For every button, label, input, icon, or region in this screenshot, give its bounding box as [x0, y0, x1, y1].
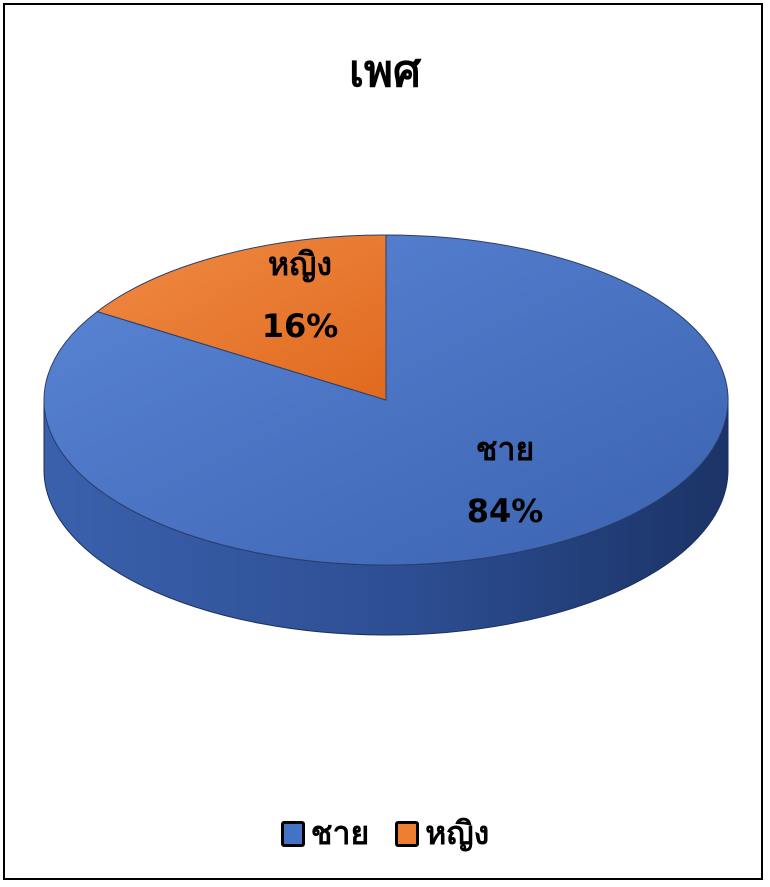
pie-slice-female [96, 234, 387, 401]
slice-value-female: 16% [262, 307, 339, 345]
chart-title: เพศ [349, 46, 421, 97]
legend-swatch-female [395, 820, 420, 847]
slice-label-male: ชาย [476, 430, 534, 468]
legend-swatch-male [280, 820, 305, 847]
slice-value-male: 84% [467, 492, 544, 530]
slice-label-female: หญิง [268, 245, 332, 283]
legend-label-female: หญิง [425, 814, 490, 852]
legend-item-male: ชาย [280, 808, 370, 859]
legend-item-female: หญิง [395, 808, 489, 859]
legend-label-male: ชาย [310, 814, 370, 852]
chart-legend: ชาย หญิง [0, 808, 770, 859]
